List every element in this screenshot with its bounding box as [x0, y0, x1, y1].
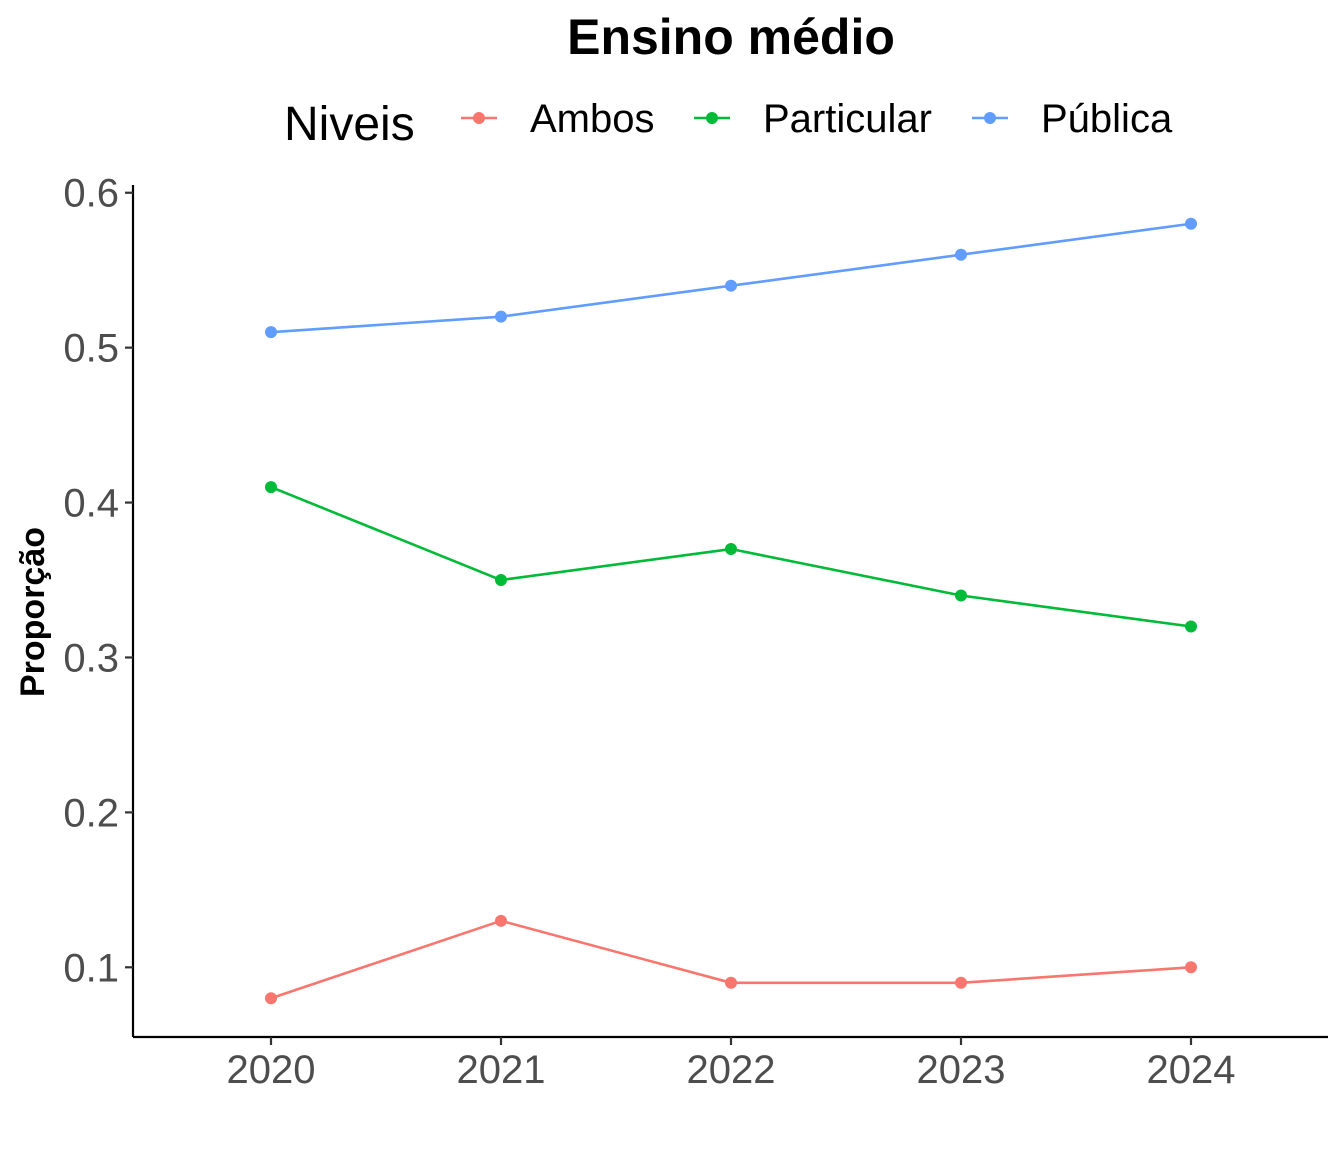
y-tick-label: 0.5 — [63, 327, 119, 371]
data-point-particular — [495, 574, 507, 587]
legend-title: Niveis — [284, 98, 415, 151]
y-tick-label: 0.6 — [63, 172, 119, 216]
plot-area: 0.1 0.2 0.3 0.4 0.5 0.6 2020 2021 2022 2023 2024 — [63, 172, 1328, 1092]
y-axis-title: Proporção — [14, 527, 52, 697]
data-point-ambos — [1185, 961, 1197, 974]
data-point-particular — [955, 589, 967, 602]
series-line-particular — [270, 485, 1192, 628]
data-point-particular — [725, 543, 737, 556]
data-point-publica — [265, 326, 277, 339]
x-tick-label: 2024 — [1147, 1048, 1236, 1092]
data-point-publica — [495, 310, 507, 323]
x-tick-label: 2021 — [457, 1048, 546, 1092]
legend-label-publica: Pública — [1041, 97, 1173, 141]
legend-key-point-ambos — [473, 112, 485, 124]
series-line-publica — [270, 222, 1192, 334]
x-tick-label: 2020 — [227, 1048, 316, 1092]
legend-label-ambos: Ambos — [530, 97, 655, 141]
x-tick-label: 2022 — [687, 1048, 776, 1092]
x-tick-label: 2023 — [917, 1048, 1006, 1092]
legend-key-point-publica — [984, 112, 996, 124]
y-tick-label: 0.3 — [63, 636, 119, 680]
data-point-ambos — [725, 976, 737, 989]
data-point-ambos — [265, 992, 277, 1005]
legend: Niveis Ambos Particular Pública — [284, 97, 1173, 151]
data-point-publica — [1185, 217, 1197, 230]
y-tick-label: 0.2 — [63, 791, 119, 835]
data-point-publica — [955, 248, 967, 261]
data-point-ambos — [955, 976, 967, 989]
data-point-ambos — [495, 914, 507, 927]
data-point-particular — [265, 481, 277, 494]
data-point-particular — [1185, 620, 1197, 633]
data-point-publica — [725, 279, 737, 292]
legend-key-point-particular — [706, 112, 718, 124]
y-tick-label: 0.1 — [63, 946, 119, 990]
chart-title: Ensino médio — [567, 9, 895, 65]
y-tick-label: 0.4 — [63, 482, 119, 526]
legend-label-particular: Particular — [763, 97, 932, 141]
